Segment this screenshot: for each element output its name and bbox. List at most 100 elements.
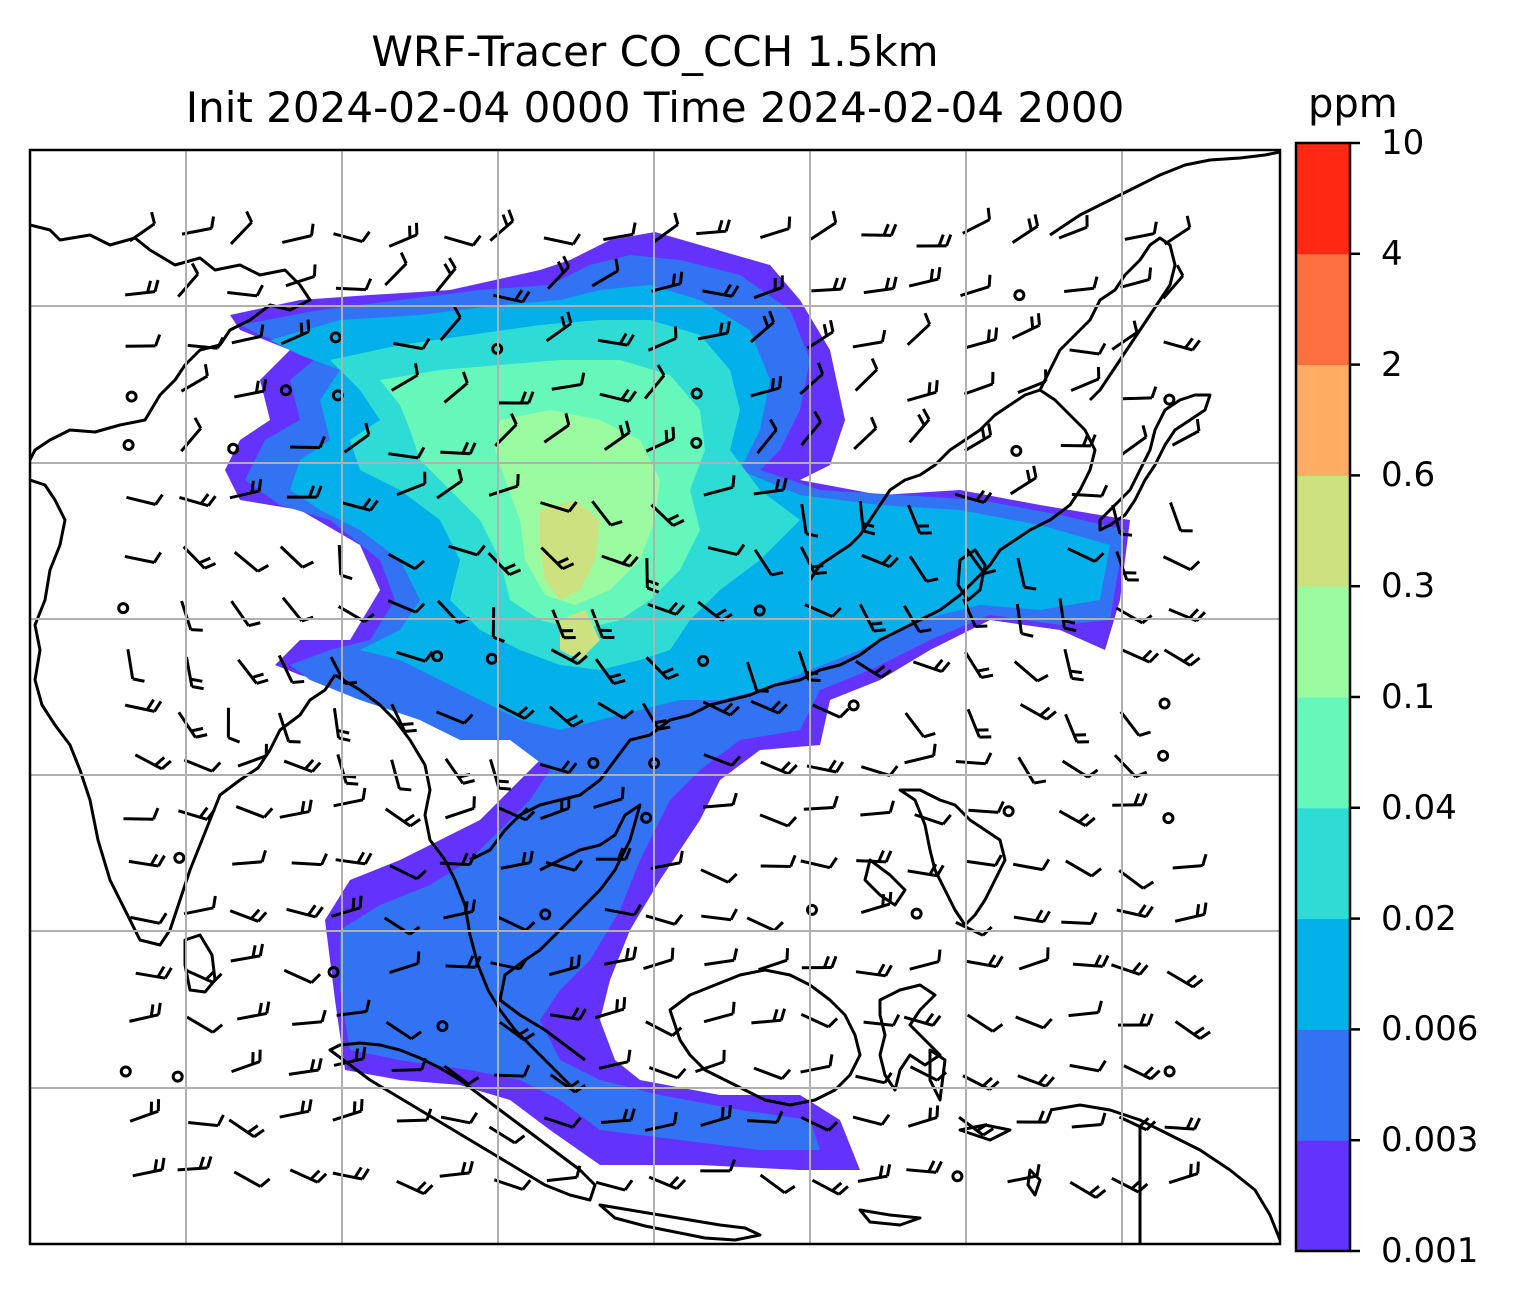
wind-barb	[1016, 1110, 1053, 1124]
wind-barb	[860, 891, 893, 914]
wind-barb	[389, 864, 427, 881]
wind-barb	[497, 806, 536, 822]
wind-barb	[966, 954, 1004, 969]
calm-wind-circle	[805, 903, 818, 916]
wind-barb	[954, 489, 993, 504]
coastline-taiwan	[956, 548, 987, 602]
wind-barb	[599, 388, 638, 403]
wind-barb	[283, 968, 322, 985]
wind-barb	[385, 1020, 422, 1040]
wind-barb	[186, 1015, 224, 1034]
wind-barb	[907, 863, 945, 878]
colorbar-tick-label: 0.1	[1381, 677, 1436, 717]
wind-barb	[908, 267, 942, 288]
calm-wind-circle	[227, 442, 240, 455]
wind-barb	[500, 850, 534, 870]
wind-barb	[336, 754, 359, 786]
wind-barb	[809, 210, 838, 241]
wind-barb	[595, 1179, 634, 1192]
wind-barb	[696, 219, 731, 236]
wind-barb	[1018, 947, 1050, 971]
wind-barb	[909, 1065, 948, 1082]
wind-barb	[279, 799, 313, 819]
wind-barb	[445, 955, 482, 969]
wind-barb	[968, 800, 1005, 814]
wind-barb	[289, 435, 326, 450]
wind-barb	[125, 279, 160, 297]
wind-barb	[906, 1160, 943, 1174]
wind-barb	[498, 915, 536, 932]
wind-barb	[126, 649, 145, 683]
coastline-srilanka	[183, 933, 217, 994]
wind-barb	[803, 795, 839, 811]
wind-barb	[906, 380, 939, 402]
calm-wind-circle	[431, 650, 444, 663]
calm-wind-circle	[119, 1065, 132, 1078]
calm-wind-circle	[539, 908, 552, 921]
wind-barb	[964, 423, 993, 452]
wind-barb	[1168, 1161, 1200, 1185]
wind-barb	[1067, 547, 1105, 563]
wind-barb	[806, 319, 835, 350]
wind-barb	[335, 278, 373, 292]
calm-wind-circle	[436, 1020, 449, 1033]
wind-barb	[390, 703, 417, 733]
wind-barb	[237, 658, 269, 685]
wind-barb	[1118, 1115, 1157, 1132]
wind-barb	[448, 544, 486, 557]
colorbar-tick-label: 0.04	[1381, 787, 1457, 828]
wind-barb	[1070, 366, 1101, 392]
wind-barb	[650, 503, 685, 527]
wind-barb	[799, 546, 827, 576]
coastline-korea	[1038, 236, 1177, 402]
wind-barb	[799, 362, 825, 396]
wind-barb	[861, 223, 898, 237]
wind-barb	[124, 551, 162, 564]
wind-barb	[177, 1155, 213, 1172]
wind-barb	[234, 379, 268, 399]
wind-barb	[281, 223, 315, 244]
wind-barb	[439, 852, 477, 867]
wind-barb	[333, 787, 367, 808]
wind-barb	[387, 552, 426, 570]
calm-wind-circle	[847, 699, 860, 712]
wind-barb	[703, 753, 742, 767]
wind-barb	[333, 230, 371, 243]
wind-barb	[435, 257, 457, 293]
title-line-1: WRF-Tracer CO_CCH 1.5km	[371, 27, 939, 76]
wind-barb	[811, 1178, 849, 1196]
calm-wind-circle	[1163, 1065, 1176, 1078]
wind-barb	[1071, 1112, 1107, 1129]
wind-barb	[1015, 1015, 1053, 1030]
wind-barb	[1064, 276, 1099, 294]
wind-barb	[128, 853, 166, 868]
wind-barb	[600, 1108, 636, 1125]
wind-barb	[543, 412, 571, 444]
wind-barb	[1118, 1013, 1154, 1027]
wind-barb	[332, 1166, 370, 1181]
wind-barb	[861, 553, 899, 569]
wind-barb	[965, 854, 1003, 868]
wind-barb	[1120, 267, 1153, 289]
coastline-borneo	[668, 968, 862, 1107]
wind-barb	[391, 1057, 428, 1072]
wind-barb	[1120, 425, 1148, 456]
coastline-java	[598, 1203, 762, 1242]
wind-barb	[331, 895, 363, 918]
wind-barb	[1012, 858, 1051, 872]
wind-barb	[185, 656, 204, 691]
wind-barb	[545, 859, 584, 872]
wind-barb	[645, 913, 684, 926]
wind-barb	[1007, 1163, 1041, 1184]
colorbar-tick-label: 0.001	[1381, 1231, 1479, 1271]
wind-barb	[904, 743, 937, 765]
wind-barb	[229, 210, 254, 245]
wind-barb	[1163, 215, 1192, 246]
wind-barb	[443, 1064, 480, 1086]
wind-barb	[603, 420, 631, 451]
wind-barb	[800, 1116, 839, 1132]
wind-barb	[489, 209, 515, 242]
wind-barb	[1119, 710, 1151, 737]
wind-barb	[551, 372, 586, 391]
